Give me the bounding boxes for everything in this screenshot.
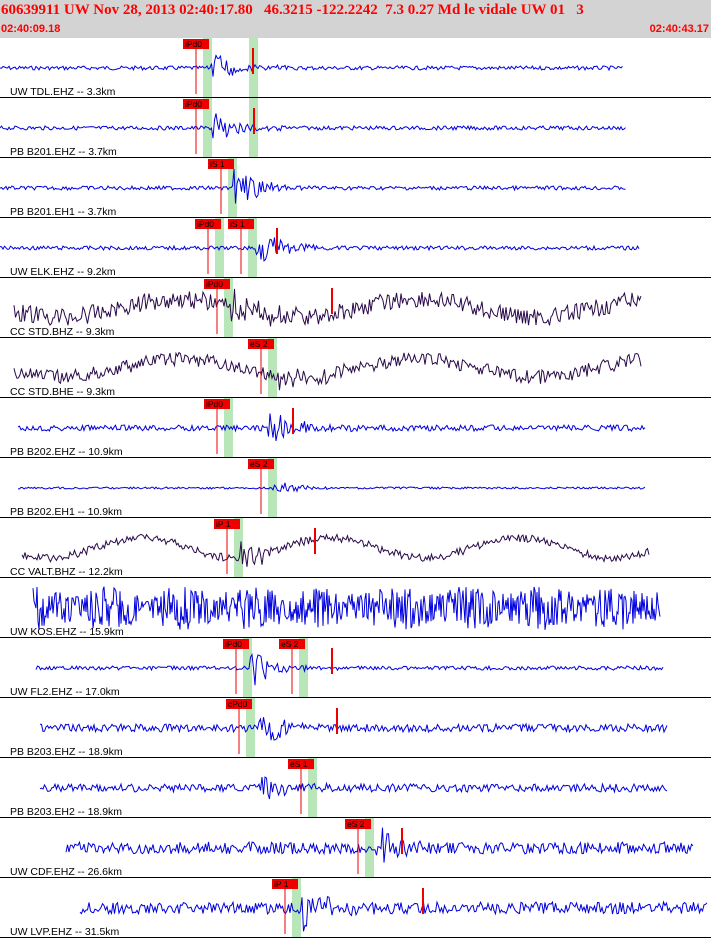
pick-label: iS 1 <box>230 219 245 229</box>
pick-band <box>292 878 301 938</box>
trace-panel: iP 1 CC VALT.BHZ -- 12.2km <box>0 518 711 578</box>
pick-band <box>365 818 374 878</box>
pick-label: iPd0 <box>185 39 202 49</box>
pick-band <box>268 458 277 518</box>
pick-box <box>208 159 234 169</box>
event-header: 60639911 UW Nov 28, 2013 02:40:17.80 46.… <box>0 0 711 38</box>
pick-box <box>279 639 305 649</box>
seismogram-panel: iPd0 UW TDL.EHZ -- 3.3km iPd0 PB B201.EHZ -… <box>0 38 711 938</box>
pick-box <box>248 339 274 349</box>
waveform <box>0 237 640 262</box>
pick-box <box>223 639 249 649</box>
pick-label: iP 1 <box>274 879 289 889</box>
waveform <box>18 482 646 493</box>
channel-label: CC STD.BHE -- 9.3km <box>10 386 115 398</box>
waveform <box>35 652 664 686</box>
pick-band <box>268 338 277 398</box>
trace-panel: iPd0 PB B201.EHZ -- 3.7km <box>0 98 711 158</box>
pick-label: iS 1 <box>210 159 225 169</box>
channel-label: PB B201.EHZ -- 3.7km <box>10 146 117 158</box>
waveform <box>0 54 623 77</box>
pick-band <box>243 638 252 698</box>
pick-box <box>183 99 209 109</box>
pick-box <box>195 219 221 229</box>
pick-label: iPd0 <box>206 399 223 409</box>
start-time: 02:40:09.18 <box>1 23 61 35</box>
pick-box <box>204 279 230 289</box>
trace-panel: eS 1 PB B203.EH2 -- 18.9km <box>0 758 711 818</box>
trace-panel: iS 1 PB B201.EH1 -- 3.7km <box>0 158 711 218</box>
trace-panel: iPd0 iS 1 UW ELK.EHZ -- 9.2km <box>0 218 711 278</box>
trace-panel: eS 2 CC STD.BHE -- 9.3km <box>0 338 711 398</box>
pick-label: eS 1 <box>290 759 308 769</box>
pick-band <box>246 698 255 758</box>
pick-band <box>234 518 243 578</box>
channel-label: PB B203.EH2 -- 18.9km <box>10 806 122 818</box>
channel-label: UW KOS.EHZ -- 15.9km <box>10 626 124 638</box>
pick-label: cPd0 <box>228 699 248 709</box>
pick-box <box>248 459 274 469</box>
waveform <box>0 168 626 204</box>
pick-label: iPd0 <box>206 279 223 289</box>
pick-label: iPd0 <box>185 99 202 109</box>
channel-label: UW LVP.EHZ -- 31.5km <box>10 926 120 938</box>
channel-label: UW CDF.EHZ -- 26.6km <box>10 866 122 878</box>
trace-panel: iPd0 CC STD.BHZ -- 9.3km <box>0 278 711 338</box>
channel-label: UW FL2.EHZ -- 17.0km <box>10 686 120 698</box>
pick-label: iP 1 <box>216 519 231 529</box>
waveform <box>39 717 668 741</box>
waveform <box>65 827 694 863</box>
channel-label: CC VALT.BHZ -- 12.2km <box>10 566 123 578</box>
waveform <box>17 413 646 441</box>
pick-box <box>226 699 252 709</box>
trace-panel: iPd0 eS 2 UW FL2.EHZ -- 17.0km <box>0 638 711 698</box>
waveform <box>32 586 661 630</box>
trace-panel: iP 1 UW LVP.EHZ -- 31.5km <box>0 878 711 938</box>
pick-label: eS 2 <box>250 339 268 349</box>
pick-box <box>204 399 230 409</box>
waveform <box>13 351 642 391</box>
channel-label: PB B201.EH1 -- 3.7km <box>10 206 116 218</box>
pick-box <box>345 819 371 829</box>
channel-label: PB B202.EHZ -- 10.9km <box>10 446 123 458</box>
trace-panel: iPd0 UW TDL.EHZ -- 3.3km <box>0 38 711 98</box>
pick-label: eS 2 <box>250 459 268 469</box>
pick-box <box>183 39 209 49</box>
trace-panel: eS 2 PB B202.EH1 -- 10.9km <box>0 458 711 518</box>
channel-label: UW ELK.EHZ -- 9.2km <box>10 266 116 278</box>
channel-label: PB B203.EHZ -- 18.9km <box>10 746 123 758</box>
channel-label: UW TDL.EHZ -- 3.3km <box>10 86 116 98</box>
pick-band <box>228 158 237 218</box>
waveform <box>0 113 626 139</box>
trace-panel: cPd0 PB B203.EHZ -- 18.9km <box>0 698 711 758</box>
pick-box <box>272 879 298 889</box>
trace-panel: eS 2 UW CDF.EHZ -- 26.6km <box>0 818 711 878</box>
pick-band <box>308 758 317 818</box>
channel-label: CC STD.BHZ -- 9.3km <box>10 326 115 338</box>
end-time: 02:40:43.17 <box>649 23 709 35</box>
pick-band <box>203 98 212 158</box>
waveform <box>13 288 642 327</box>
pick-box <box>214 519 240 529</box>
trace-panel: UW KOS.EHZ -- 15.9km <box>0 586 711 638</box>
pick-label: eS 2 <box>347 819 365 829</box>
pick-box <box>228 219 254 229</box>
pick-box <box>288 759 314 769</box>
waveform <box>21 533 650 567</box>
pick-label: iPd0 <box>225 639 242 649</box>
waveform <box>39 776 668 800</box>
waveform <box>79 896 708 932</box>
channel-label: PB B202.EH1 -- 10.9km <box>10 506 122 518</box>
pick-label: iPd0 <box>197 219 214 229</box>
pick-band <box>224 278 233 338</box>
event-title: 60639911 UW Nov 28, 2013 02:40:17.80 46.… <box>1 2 584 18</box>
trace-panel: iPd0 PB B202.EHZ -- 10.9km <box>0 398 711 458</box>
pick-label: eS 2 <box>281 639 299 649</box>
